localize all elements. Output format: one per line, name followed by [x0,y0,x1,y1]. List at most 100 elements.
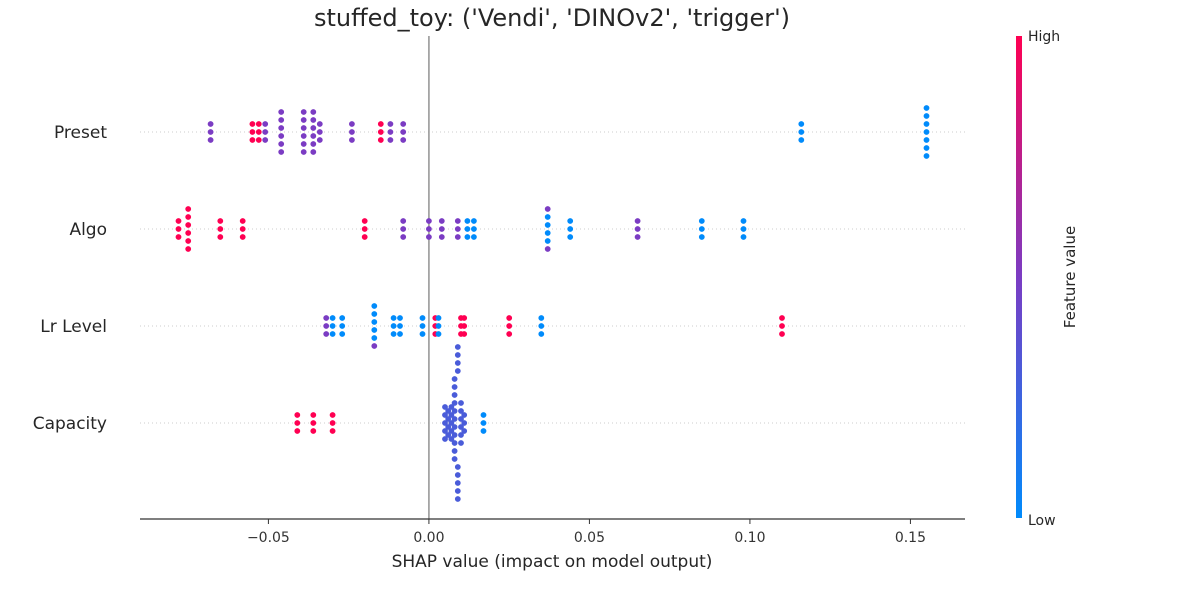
shap-point-algo [544,206,551,212]
shap-point-lr-level [435,323,442,329]
shap-point-capacity [451,400,458,406]
shap-point-capacity [451,376,458,382]
shap-point-capacity [454,496,461,502]
shap-point-algo [175,218,182,224]
shap-point-preset [255,121,262,127]
shap-point-lr-level [506,331,513,337]
shap-point-algo [175,226,182,232]
shap-point-capacity [445,424,452,430]
shap-point-capacity [458,432,464,438]
shap-point-algo [634,218,641,224]
shap-point-lr-level [538,323,545,329]
shap-point-preset [262,129,269,135]
shap-point-lr-level [419,315,426,321]
shap-point-capacity [458,440,464,446]
shap-point-algo [454,234,461,240]
shap-point-preset [377,129,384,135]
colorbar-title: Feature value [1061,226,1079,328]
x-ticks: −0.05 0.00 0.05 0.10 0.15 [247,519,926,546]
shap-point-capacity [448,404,455,410]
feature-label-lr-level: Lr Level [40,317,107,337]
shap-point-capacity [310,412,317,418]
shap-point-algo [400,218,407,224]
shap-point-preset [255,129,262,135]
shap-point-lr-level [461,331,468,337]
shap-point-capacity [451,384,458,390]
shap-point-algo [634,226,641,232]
x-tick-label: 0.00 [413,530,444,546]
shap-point-algo [426,234,432,240]
shap-point-preset [262,137,269,143]
shap-point-algo [185,206,192,212]
shap-point-lr-level [390,315,397,321]
shap-point-capacity [329,428,336,434]
shap-point-capacity [454,344,461,350]
shap-point-capacity [448,420,455,426]
shap-point-capacity [448,428,455,434]
shap-point-algo [634,234,641,240]
shap-point-capacity [310,420,317,426]
shap-point-algo [361,234,368,240]
shap-point-capacity [294,420,301,426]
shap-point-lr-level [397,315,403,321]
shap-point-preset [923,105,930,111]
shap-point-algo [544,214,551,220]
shap-point-algo [185,214,192,220]
row-guides [140,131,965,424]
shap-point-preset [249,137,256,143]
shap-point-capacity [458,424,464,430]
shap-point-algo [361,218,368,224]
x-tick-label: 0.15 [895,530,926,546]
shap-point-lr-level [419,323,426,329]
shap-point-algo [471,226,477,232]
shap-point-capacity [454,352,461,358]
shap-point-preset [387,121,394,127]
shap-point-algo [544,246,551,252]
shap-point-preset [400,121,407,127]
shap-point-algo [217,234,224,240]
shap-point-preset [310,133,317,139]
shap-point-algo [426,226,432,232]
shap-point-lr-level [371,319,378,325]
shap-point-capacity [445,416,452,422]
shap-point-capacity [448,412,455,418]
shap-point-preset [278,141,285,147]
shap-point-lr-level [323,331,330,337]
shap-point-preset [923,129,930,135]
shap-point-lr-level [323,323,330,329]
shap-point-preset [310,117,317,123]
shap-point-algo [438,218,445,224]
shap-point-preset [255,137,262,143]
feature-label-capacity: Capacity [33,414,107,434]
shap-point-algo [185,246,192,252]
shap-point-preset [207,121,214,127]
shap-point-capacity [458,400,464,406]
shap-point-preset [300,141,307,147]
shap-point-lr-level [329,331,336,337]
shap-point-preset [400,129,407,135]
shap-point-preset [316,137,323,143]
shap-point-lr-level [323,315,330,321]
x-tick-label: 0.05 [574,530,605,546]
shap-point-capacity [442,404,448,410]
shap-point-capacity [448,436,455,442]
shap-point-algo [217,218,224,224]
shap-point-capacity [461,420,468,426]
shap-point-preset [400,137,407,143]
shap-point-lr-level [329,315,336,321]
shap-point-preset [278,109,285,115]
x-axis: −0.05 0.00 0.05 0.10 0.15 [140,518,965,546]
shap-point-preset [349,129,355,135]
shap-point-preset [262,121,269,127]
shap-point-lr-level [419,331,426,337]
shap-point-preset [377,121,384,127]
shap-point-capacity [451,424,458,430]
shap-point-preset [316,121,323,127]
shap-point-lr-level [390,331,397,337]
shap-point-capacity [451,392,458,398]
shap-point-algo [567,234,574,240]
shap-point-preset [278,149,285,155]
colorbar-high-label: High [1028,29,1060,45]
shap-point-preset [349,121,355,127]
shap-point-algo [567,218,574,224]
